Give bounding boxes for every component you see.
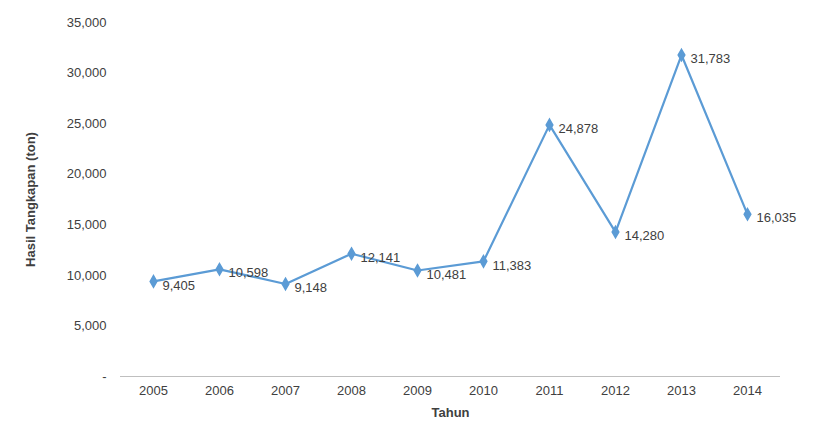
svg-text:2011: 2011	[536, 383, 564, 398]
svg-text:31,783: 31,783	[691, 51, 731, 66]
svg-text:20,000: 20,000	[67, 166, 107, 181]
svg-text:16,035: 16,035	[757, 210, 797, 225]
svg-text:2012: 2012	[601, 383, 630, 398]
svg-text:Tahun: Tahun	[431, 405, 469, 420]
svg-text:24,878: 24,878	[559, 121, 599, 136]
svg-text:-: -	[102, 369, 106, 384]
svg-text:2010: 2010	[469, 383, 498, 398]
svg-text:30,000: 30,000	[67, 65, 107, 80]
svg-text:10,000: 10,000	[67, 268, 107, 283]
svg-text:5,000: 5,000	[74, 318, 107, 333]
svg-text:10,598: 10,598	[229, 265, 269, 280]
svg-text:9,148: 9,148	[295, 280, 328, 295]
svg-text:2007: 2007	[271, 383, 300, 398]
svg-text:Hasil Tangkapan (ton): Hasil Tangkapan (ton)	[23, 132, 38, 267]
svg-text:2013: 2013	[667, 383, 696, 398]
svg-text:9,405: 9,405	[163, 278, 196, 293]
svg-text:11,383: 11,383	[493, 258, 532, 273]
svg-text:12,141: 12,141	[361, 250, 401, 265]
svg-text:14,280: 14,280	[625, 228, 665, 243]
svg-text:2005: 2005	[139, 383, 168, 398]
svg-text:15,000: 15,000	[67, 217, 107, 232]
svg-text:2008: 2008	[337, 383, 366, 398]
svg-text:10,481: 10,481	[427, 267, 467, 282]
svg-text:35,000: 35,000	[67, 15, 107, 30]
svg-text:2006: 2006	[205, 383, 234, 398]
svg-text:2014: 2014	[733, 383, 762, 398]
svg-text:2009: 2009	[403, 383, 432, 398]
svg-text:25,000: 25,000	[67, 116, 107, 131]
